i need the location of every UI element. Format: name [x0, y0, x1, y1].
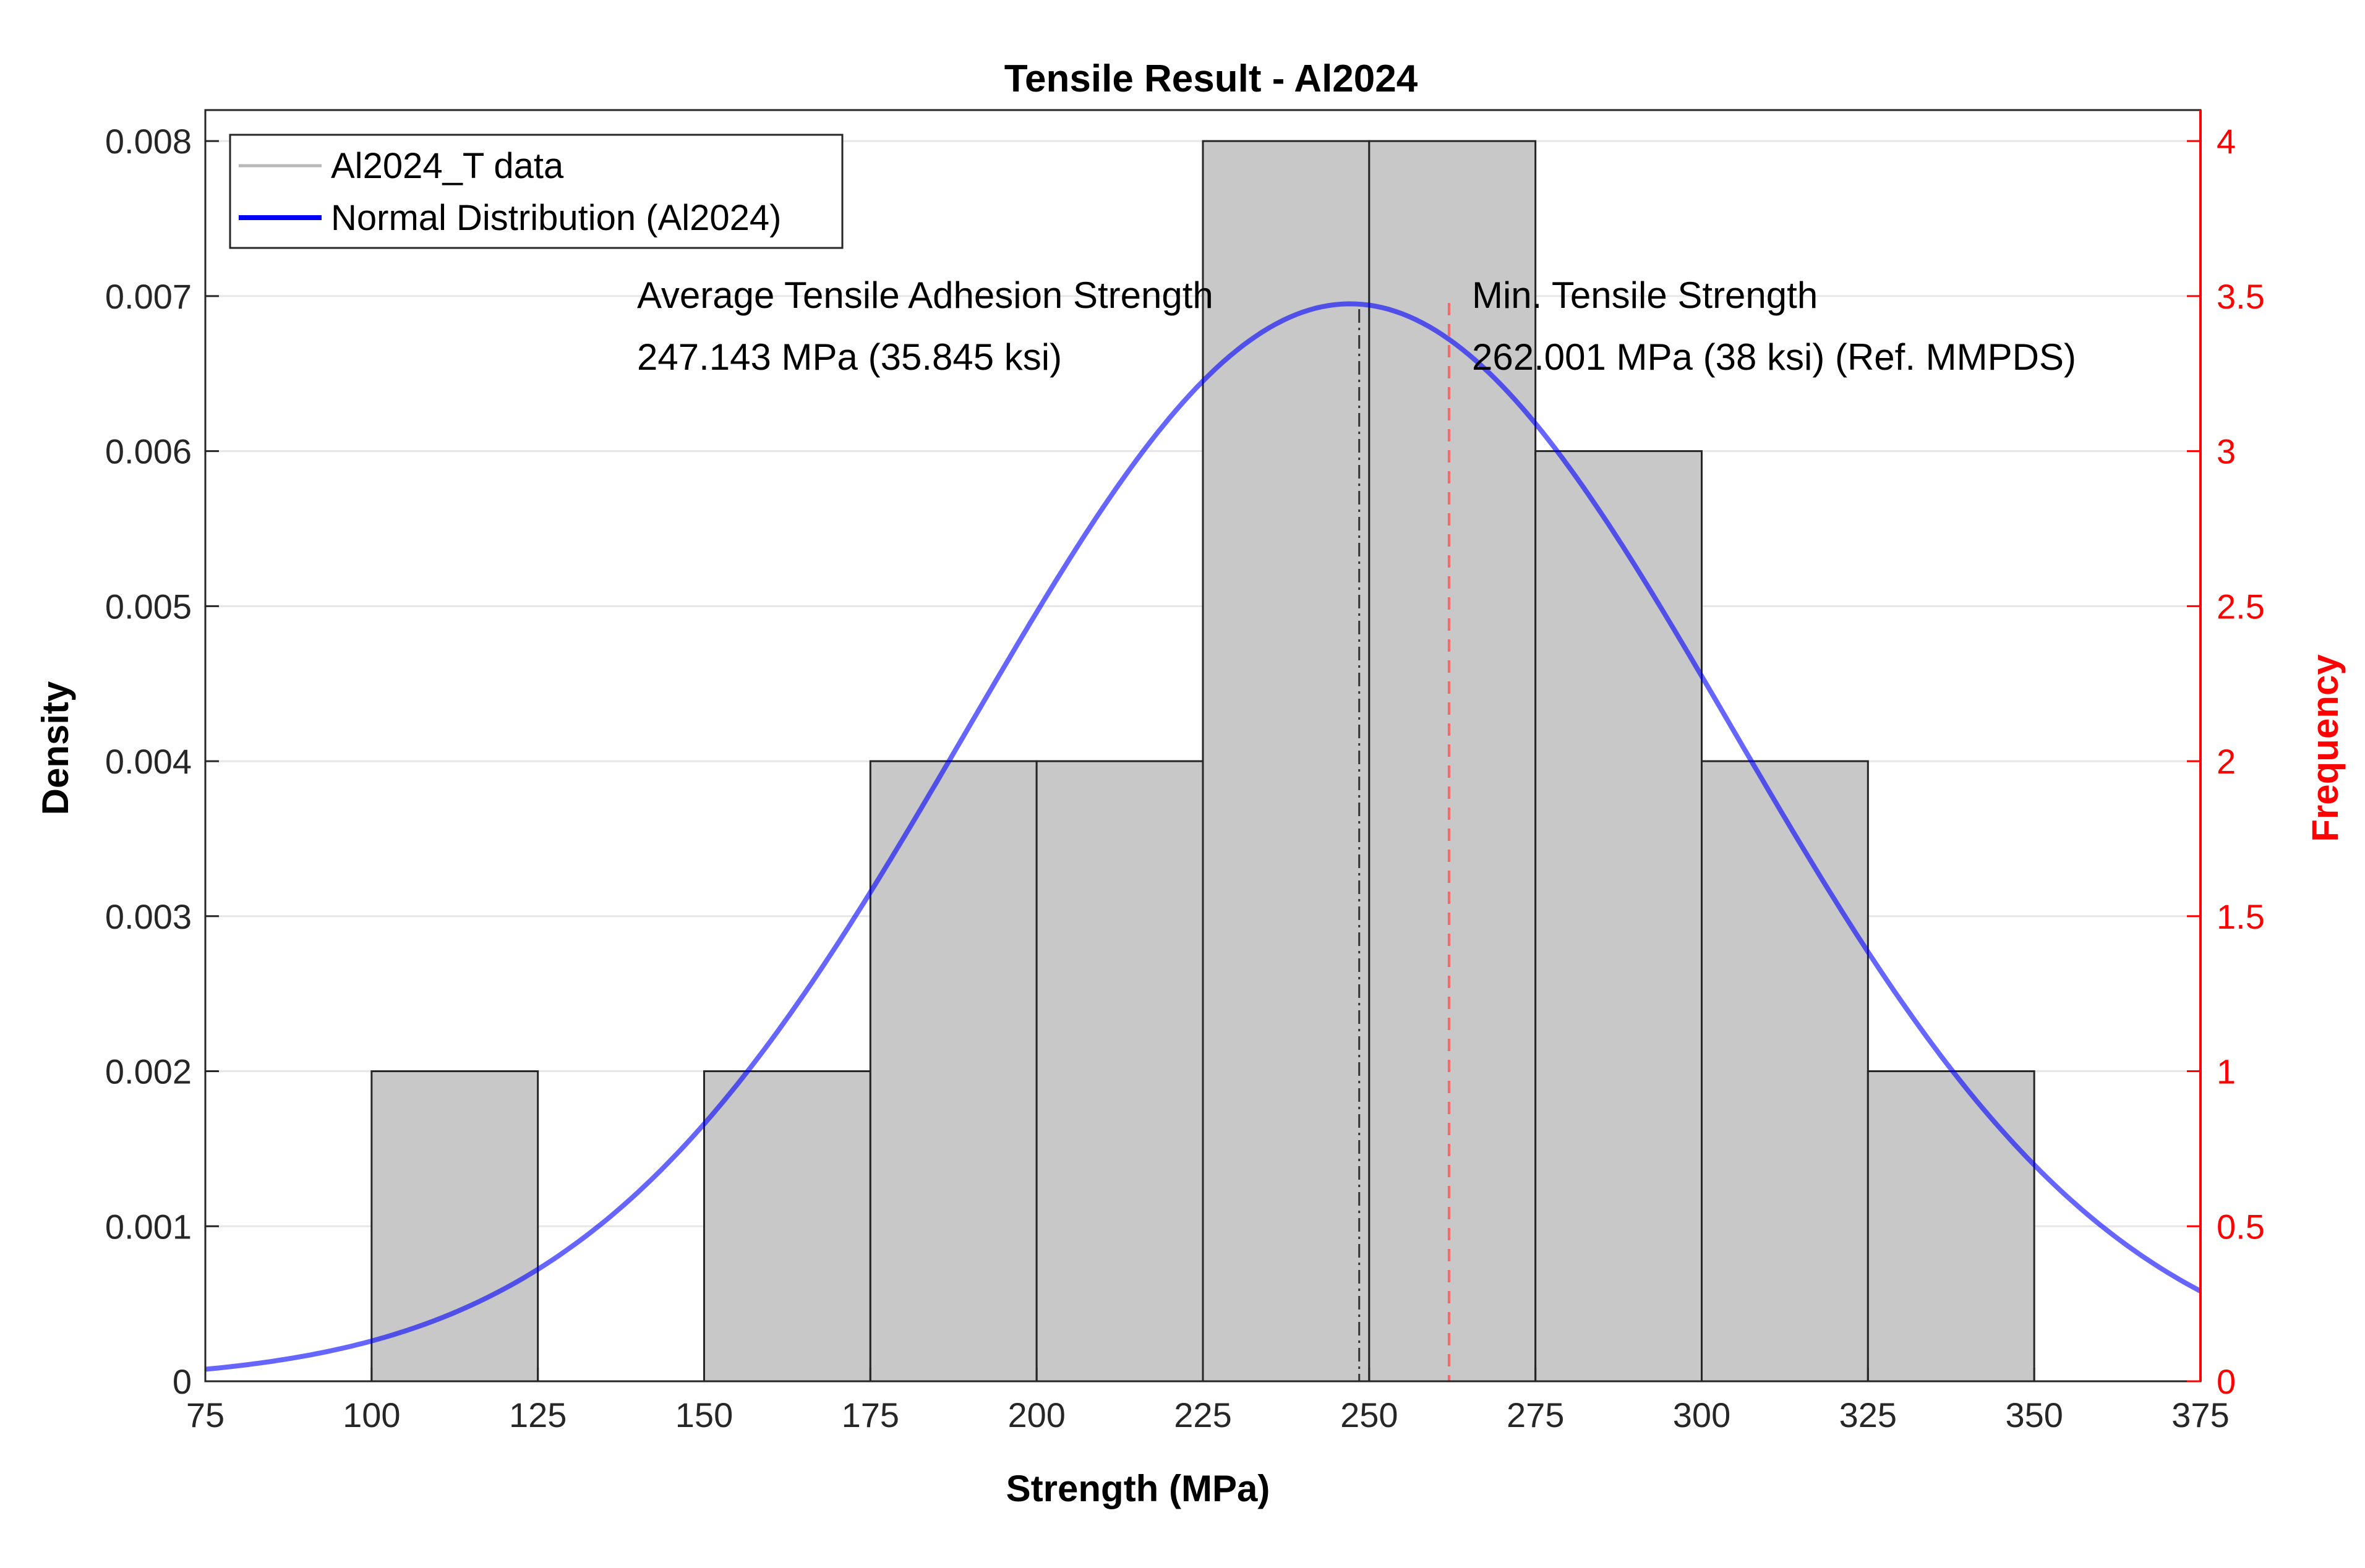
y-tick-label: 0.007: [105, 277, 192, 316]
reference-lines: [1358, 303, 1450, 1381]
histogram-bar: [1035, 760, 1204, 1383]
histogram-bar: [370, 1070, 539, 1383]
histogram-bars: [370, 140, 2035, 1383]
average-strength-value: 247.143 MPa (35.845 ksi): [637, 336, 1062, 378]
y-axis-label: Density: [35, 681, 76, 815]
histogram-bar: [1534, 450, 1703, 1383]
normal-curve-group: [205, 301, 2202, 1372]
average-strength-title: Average Tensile Adhesion Strength: [637, 275, 1213, 316]
y-tick-label: 0.008: [105, 122, 192, 161]
min-strength-title: Min. Tensile Strength: [1472, 275, 1818, 316]
legend-label-curve: Normal Distribution (Al2024): [331, 198, 781, 238]
y-tick-label: 0: [173, 1362, 192, 1401]
normal-distribution-curve: [205, 301, 2202, 1372]
x-axis-label: Strength (MPa): [1006, 1468, 1270, 1509]
y2-tick-label: 1.5: [2217, 897, 2265, 936]
y-tick-label: 0.006: [105, 432, 192, 471]
legend-box: [229, 134, 844, 249]
y-tick-label: 0.004: [105, 742, 192, 781]
x-tick-label: 125: [509, 1395, 567, 1434]
x-tick-label: 100: [343, 1395, 400, 1434]
x-tick-label: 225: [1174, 1395, 1231, 1434]
axis-ticks: 75 100 125 150 175 200 225 250 275 300 325 350 37500…: [105, 110, 2265, 1434]
y2-tick-label: 3.5: [2217, 277, 2265, 316]
y-tick-label: 0.001: [105, 1207, 192, 1246]
x-tick-label: 300: [1673, 1395, 1730, 1434]
y2-tick-label: 3: [2217, 432, 2236, 471]
x-tick-label: 150: [675, 1395, 733, 1434]
y2-axis-label: Frequency: [2304, 654, 2346, 842]
histogram-bar: [1867, 1070, 2035, 1383]
histogram-bar: [1368, 140, 1537, 1383]
x-tick-label: 350: [2005, 1395, 2063, 1434]
histogram-bar: [1701, 760, 1869, 1383]
y2-tick-label: 0.5: [2217, 1207, 2265, 1246]
y-tick-label: 0.002: [105, 1052, 192, 1091]
legend-label-data: Al2024_T data: [331, 146, 564, 186]
x-tick-label: 200: [1007, 1395, 1065, 1434]
y-tick-label: 0.003: [105, 897, 192, 936]
y2-tick-label: 0: [2217, 1362, 2236, 1401]
x-tick-label: 175: [842, 1395, 899, 1434]
chart-title: Tensile Result - Al2024: [1004, 58, 1418, 100]
x-tick-label: 250: [1340, 1395, 1398, 1434]
min-strength-value: 262.001 MPa (38 ksi) (Ref. MMPDS): [1472, 336, 2076, 378]
x-tick-label: 75: [186, 1395, 225, 1434]
y2-tick-label: 4: [2217, 122, 2236, 161]
x-tick-label: 375: [2171, 1395, 2229, 1434]
y2-tick-label: 1: [2217, 1052, 2236, 1091]
x-tick-label: 325: [1839, 1395, 1897, 1434]
y2-tick-label: 2.5: [2217, 587, 2265, 626]
y-tick-label: 0.005: [105, 587, 192, 626]
legend: Al2024_T data Normal Distribution (Al202…: [229, 134, 844, 249]
y2-tick-label: 2: [2217, 742, 2236, 781]
x-tick-label: 275: [1507, 1395, 1564, 1434]
histogram-bar: [703, 1070, 871, 1383]
histogram-bar: [1202, 140, 1371, 1383]
